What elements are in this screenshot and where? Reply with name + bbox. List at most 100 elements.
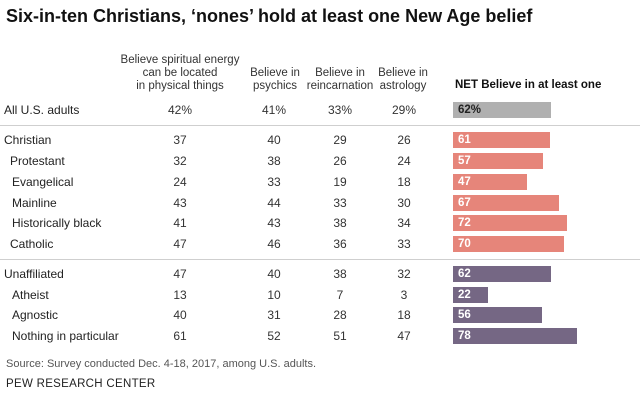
table-cell: 40 [267,133,281,147]
source-note: Source: Survey conducted Dec. 4-18, 2017… [6,358,317,370]
table-cell: 30 [397,196,411,210]
table-cell: 32 [173,154,187,168]
net-bar-value: 62% [458,104,482,116]
table-cell: 26 [333,154,347,168]
net-bar: 61 [453,132,550,148]
column-header-line: astrology [379,80,427,92]
net-bar: 62 [453,266,551,282]
table-cell: 29 [333,133,347,147]
net-bar-value: 78 [458,330,471,342]
table-cell: 61 [173,329,187,343]
column-header-spiritual-energy: Believe spiritual energy can be located … [110,54,250,93]
table-cell: 51 [333,329,347,343]
column-header-line: Believe spiritual energy [120,54,240,66]
table-cell: 34 [397,216,411,230]
column-header-psychics: Believe in psychics [235,67,315,93]
column-header-reincarnation: Believe in reincarnation [300,67,380,93]
table-row: Agnostic 40 31 28 18 56 [0,305,640,325]
column-header-astrology: Believe in astrology [363,67,443,93]
table-cell: 40 [267,267,281,281]
table-cell: 33 [333,196,347,210]
net-bar: 62% [453,102,551,118]
table-cell: 40 [173,308,187,322]
table-cell: 42% [167,103,193,117]
row-label: Agnostic [12,308,59,322]
table-cell: 24 [397,154,411,168]
divider [0,125,640,126]
table-row: Protestant 32 38 26 24 57 [0,151,640,171]
table-cell: 38 [333,267,347,281]
table-cell: 41 [173,216,187,230]
table-cell: 3 [400,288,408,302]
row-label: Historically black [12,216,102,230]
table-cell: 10 [267,288,281,302]
row-label: Protestant [10,154,65,168]
chart-title: Six-in-ten Christians, ‘nones’ hold at l… [6,6,533,26]
table-cell: 43 [173,196,187,210]
row-label: Atheist [12,288,49,302]
organization-name: PEW RESEARCH CENTER [6,378,156,390]
net-bar-value: 67 [458,197,471,209]
table-cell: 47 [397,329,411,343]
table-cell: 18 [397,308,411,322]
net-bar-value: 62 [458,268,471,280]
table-cell: 7 [336,288,344,302]
row-label: Evangelical [12,175,74,189]
table-cell: 46 [267,237,281,251]
table-row: Nothing in particular 61 52 51 47 78 [0,326,640,346]
net-bar: 56 [453,307,542,323]
net-bar-value: 56 [458,309,471,321]
table-row: All U.S. adults 42% 41% 33% 29% 62% [0,100,640,120]
column-header-line: Believe in [315,67,365,79]
net-bar-value: 70 [458,238,471,250]
row-label: All U.S. adults [4,103,80,117]
table-cell: 47 [173,237,187,251]
table-cell: 44 [267,196,281,210]
divider [0,259,640,260]
table-cell: 32 [397,267,411,281]
row-label: Catholic [10,237,54,251]
table-cell: 13 [173,288,187,302]
net-bar-value: 47 [458,176,471,188]
table-cell: 38 [333,216,347,230]
table-row: Catholic 47 46 36 33 70 [0,234,640,254]
table-cell: 52 [267,329,281,343]
table-row: Historically black 41 43 38 34 72 [0,213,640,233]
row-label: Mainline [12,196,57,210]
table-cell: 26 [397,133,411,147]
table-cell: 24 [173,175,187,189]
table-cell: 36 [333,237,347,251]
table-row: Mainline 43 44 33 30 67 [0,193,640,213]
column-header-net: NET Believe in at least one [455,79,602,91]
table-cell: 33% [327,103,353,117]
row-label: Unaffiliated [4,267,64,281]
table-cell: 37 [173,133,187,147]
row-label: Christian [4,133,52,147]
table-cell: 28 [333,308,347,322]
table-cell: 18 [397,175,411,189]
table-cell: 19 [333,175,347,189]
table-cell: 33 [397,237,411,251]
net-bar: 22 [453,287,488,303]
column-header-line: reincarnation [306,80,374,92]
row-label: Nothing in particular [12,329,119,343]
table-cell: 31 [267,308,281,322]
table-row: Christian 37 40 29 26 61 [0,130,640,150]
net-bar-value: 61 [458,134,471,146]
table-cell: 43 [267,216,281,230]
table-cell: 47 [173,267,187,281]
net-bar: 57 [453,153,543,169]
table-cell: 38 [267,154,281,168]
column-header-line: Believe in [250,67,300,79]
net-bar: 78 [453,328,577,344]
net-bar: 47 [453,174,527,190]
column-header-line: can be located [142,67,218,79]
table-row: Unaffiliated 47 40 38 32 62 [0,264,640,284]
column-header-line: psychics [252,80,298,92]
column-header-line: in physical things [136,80,224,92]
table-cell: 29% [391,103,417,117]
column-header-line: Believe in [378,67,428,79]
net-bar-value: 72 [458,217,471,229]
net-bar: 70 [453,236,564,252]
